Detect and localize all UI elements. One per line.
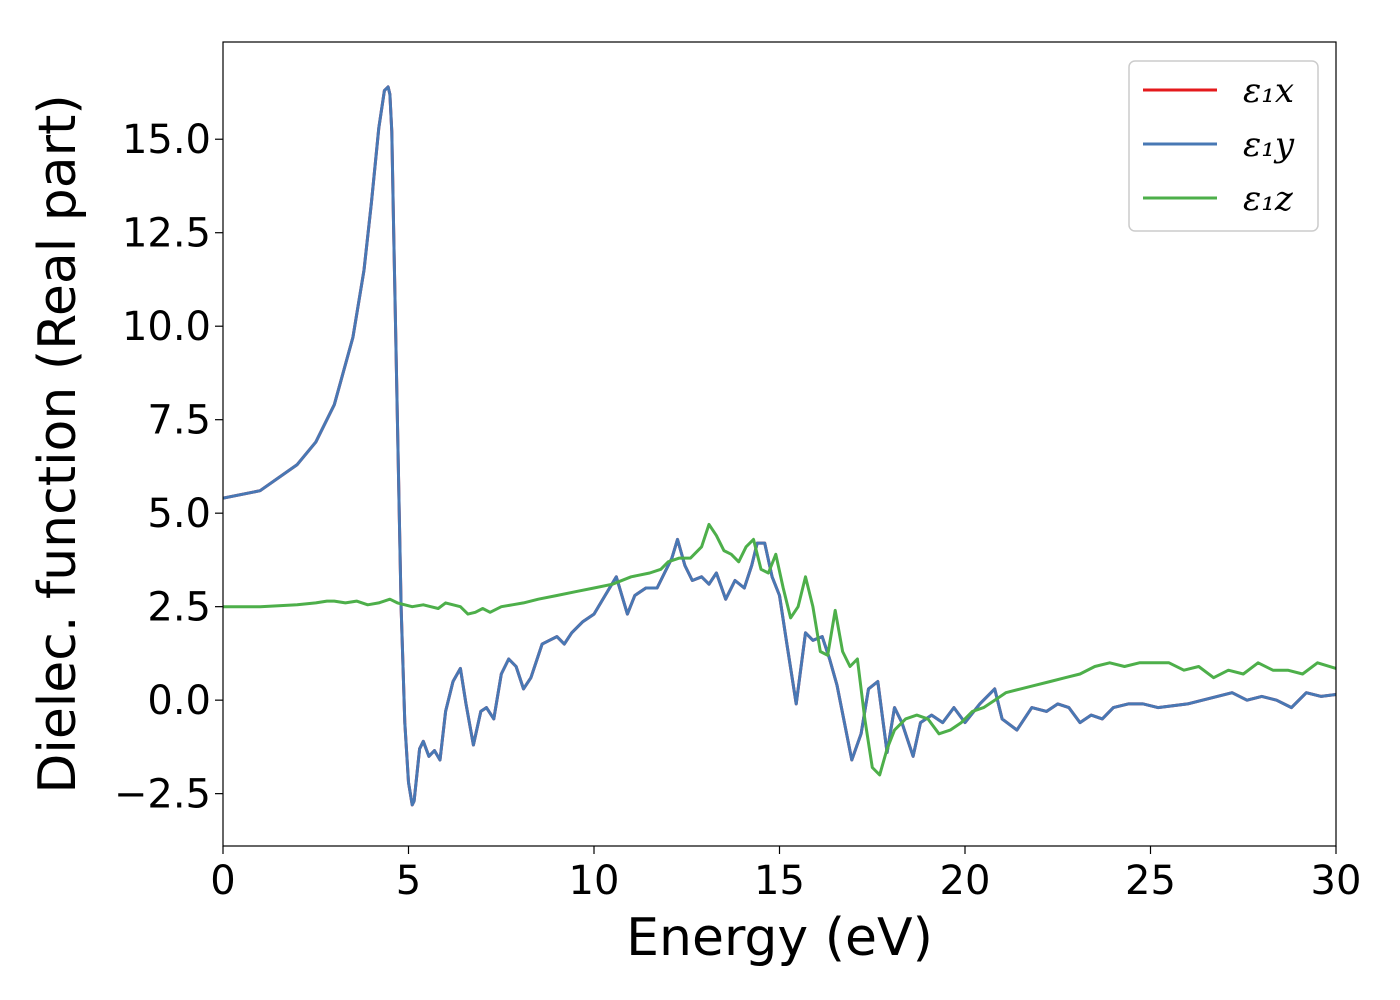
- x-tick-label: 10: [569, 858, 620, 904]
- x-tick-label: 0: [210, 858, 235, 904]
- y-axis: −2.5 0.0 2.5 5.0 7.5 10.0 12.5 15.0: [114, 117, 223, 818]
- y-tick-label: −2.5: [114, 772, 211, 818]
- x-tick-label: 15: [754, 858, 805, 904]
- y-tick-label: 2.5: [147, 585, 211, 631]
- x-axis: 0 5 10 15 20 25 30: [210, 846, 1361, 904]
- y-axis-label: Dielec. function (Real part): [28, 94, 88, 793]
- x-tick-label: 5: [396, 858, 421, 904]
- y-tick-label: 0.0: [147, 678, 211, 724]
- y-tick-label: 7.5: [147, 398, 211, 444]
- legend-label: ε₁x: [1243, 71, 1294, 111]
- y-tick-label: 10.0: [122, 304, 211, 350]
- x-axis-label: Energy (eV): [626, 908, 933, 968]
- y-tick-label: 5.0: [147, 491, 211, 537]
- x-tick-label: 20: [940, 858, 991, 904]
- legend-label: ε₁z: [1243, 179, 1294, 219]
- series-line-1: [223, 85, 1336, 807]
- series-line-2: [223, 522, 1336, 777]
- y-tick-label: 12.5: [122, 211, 211, 257]
- y-tick-label: 15.0: [122, 117, 211, 163]
- legend-label: ε₁y: [1243, 125, 1295, 165]
- x-tick-label: 25: [1125, 858, 1176, 904]
- legend: ε₁x ε₁y ε₁z: [1128, 60, 1319, 232]
- x-tick-label: 30: [1311, 858, 1362, 904]
- legend-box: [1128, 60, 1319, 232]
- plot-area: [223, 85, 1336, 807]
